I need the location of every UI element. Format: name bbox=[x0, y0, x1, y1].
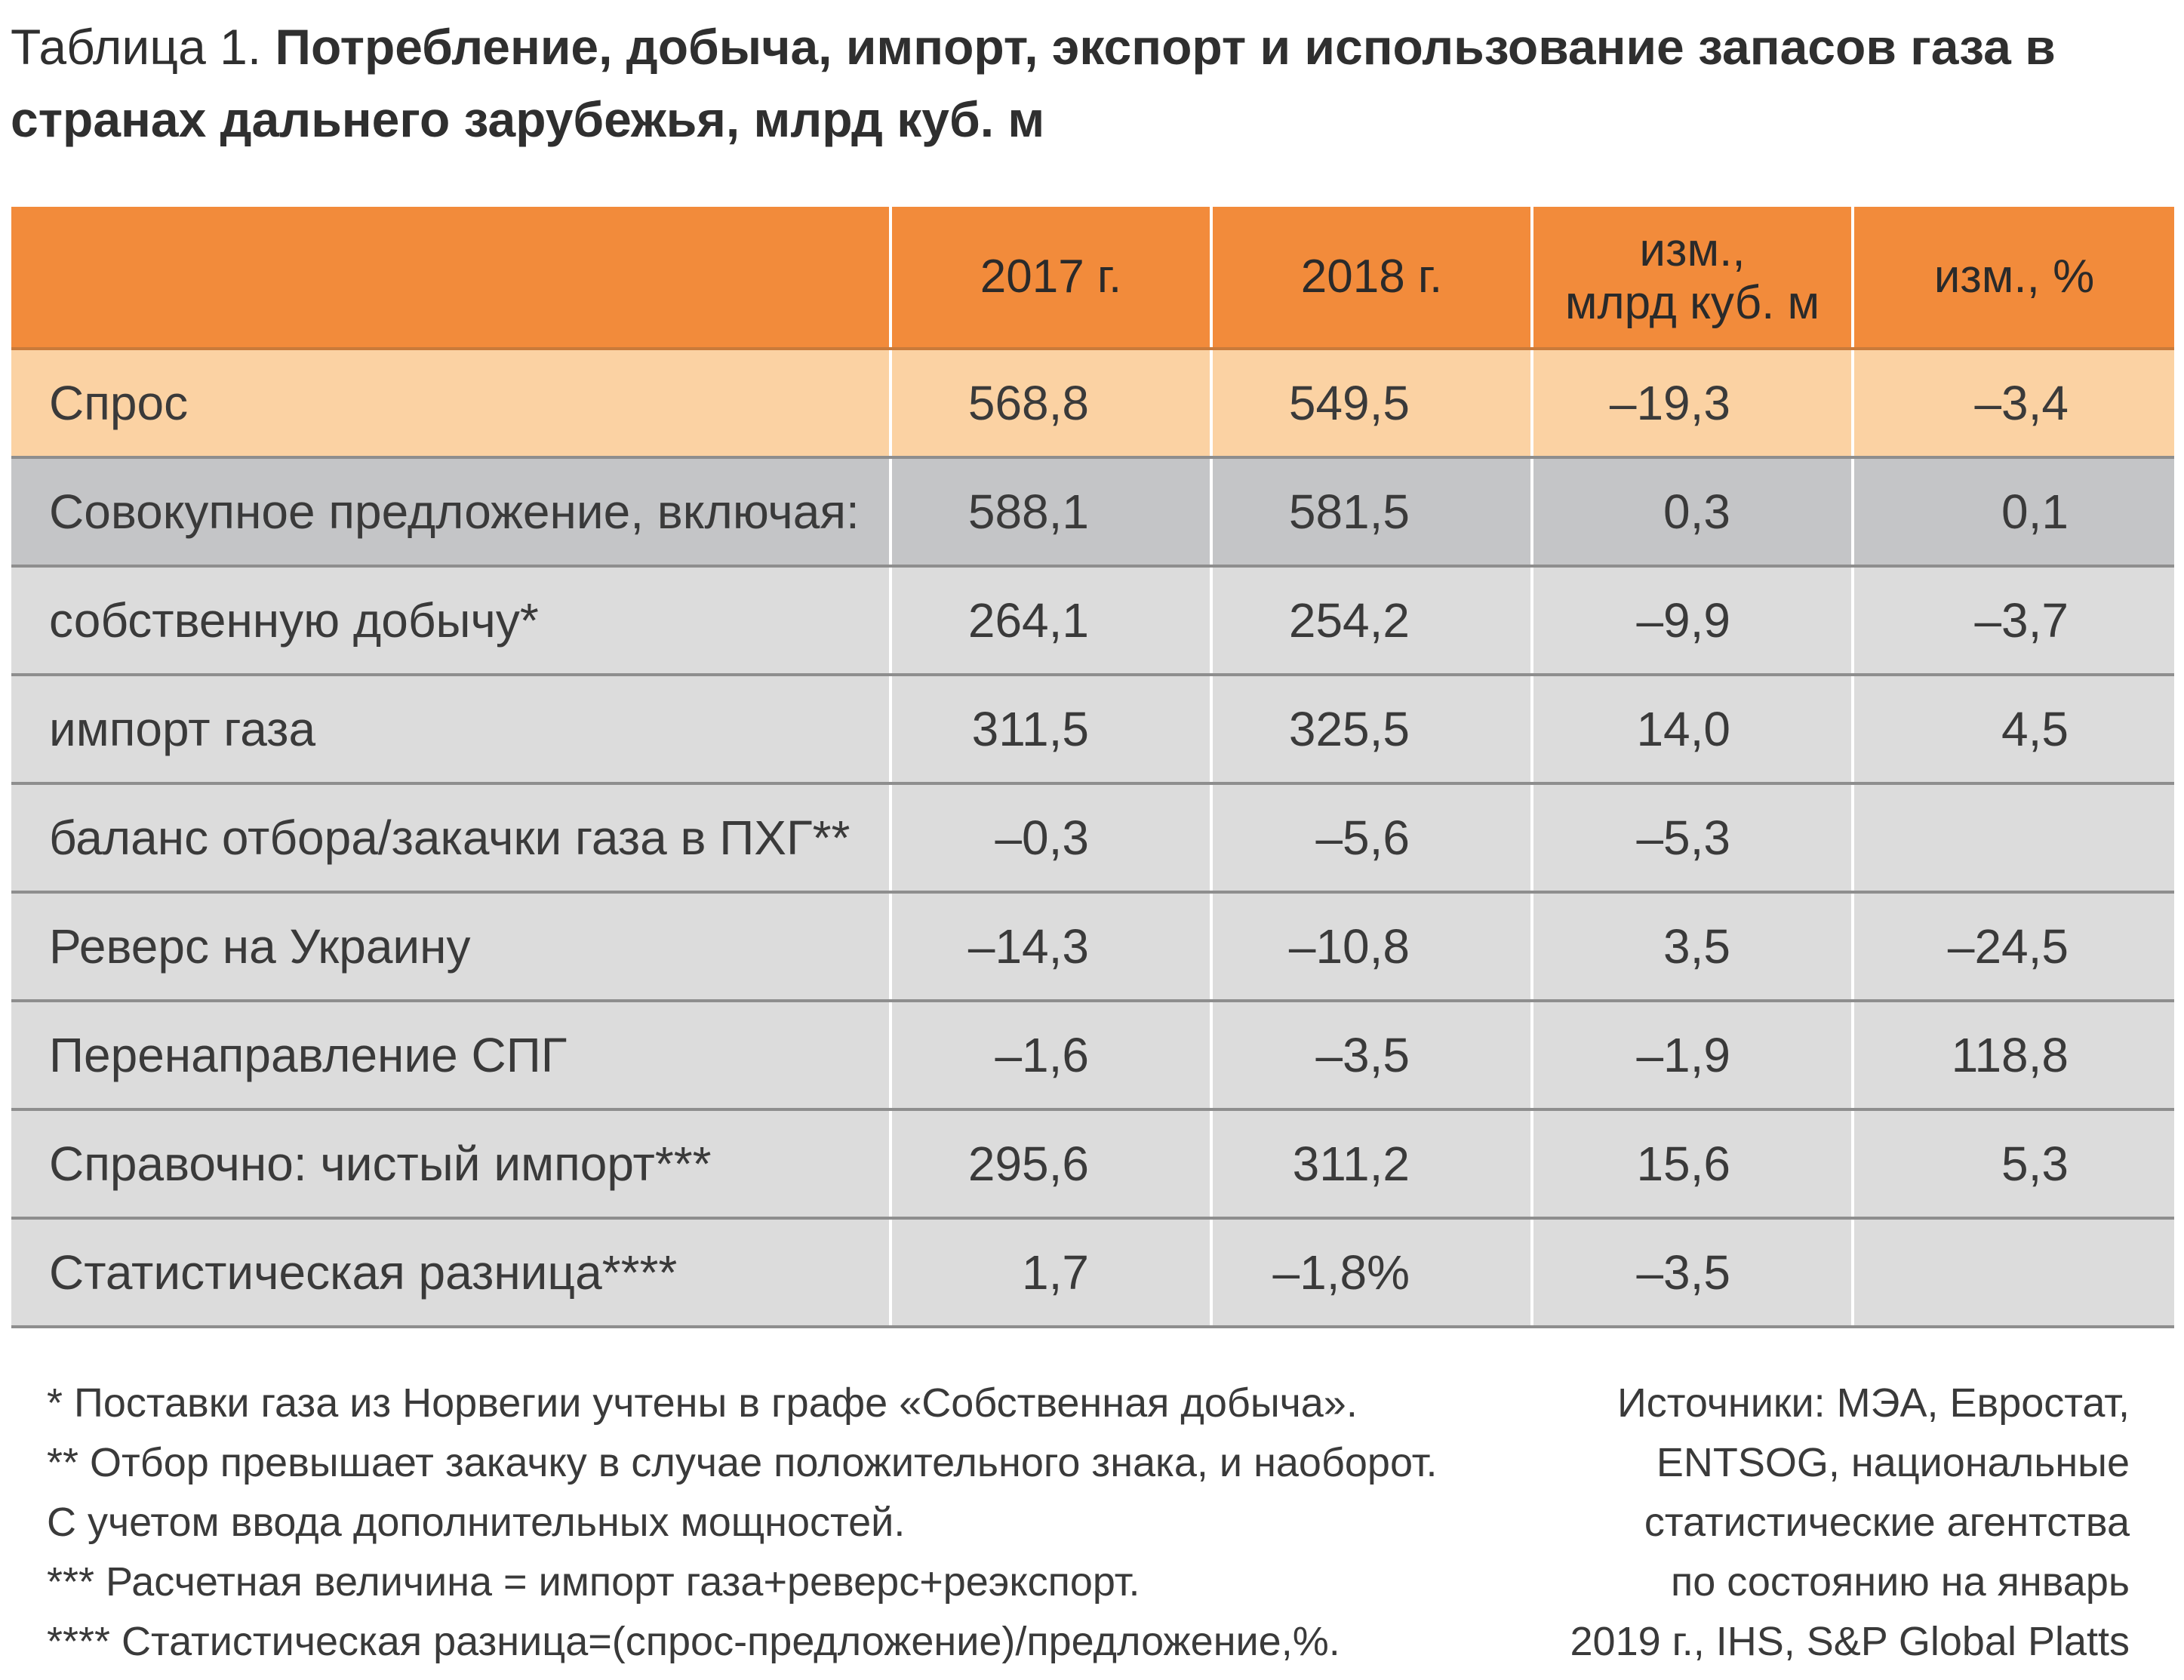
table-row: Перенаправление СПГ –1,6 –3,5 –1,9 118,8 bbox=[11, 1001, 2174, 1111]
cell-2018: 581,5 bbox=[1211, 457, 1533, 568]
cell-change-pct: 118,8 bbox=[1853, 1001, 2174, 1111]
cell-change-pct bbox=[1853, 1218, 2174, 1328]
cell-change-pct: 4,5 bbox=[1853, 675, 2174, 785]
cell-2018: 254,2 bbox=[1211, 566, 1533, 676]
cell-2017: 295,6 bbox=[891, 1109, 1213, 1220]
cell-change-abs: 3,5 bbox=[1532, 892, 1854, 1002]
header-change-abs-line1: изм., bbox=[1639, 224, 1746, 276]
footnotes: * Поставки газа из Норвегии учтены в гра… bbox=[47, 1374, 1518, 1672]
cell-change-pct: –3,4 bbox=[1853, 349, 2174, 459]
cell-2017: 588,1 bbox=[891, 457, 1213, 568]
cell-change-abs: 14,0 bbox=[1532, 675, 1854, 785]
cell-change-abs: –1,9 bbox=[1532, 1001, 1854, 1111]
cell-2018: –5,6 bbox=[1211, 783, 1533, 894]
gas-table: 2017 г. 2018 г. изм., млрд куб. м изм., … bbox=[11, 207, 2174, 1328]
sources-note: Источники: МЭА, Евростат, ENTSOG, национ… bbox=[1511, 1374, 2130, 1672]
cell-change-abs: –19,3 bbox=[1532, 349, 1854, 459]
cell-2017: 568,8 bbox=[891, 349, 1213, 459]
sources-line: 2019 г., IHS, S&P Global Platts bbox=[1570, 1619, 2130, 1664]
footnote: *** Расчетная величина = импорт газа+рев… bbox=[47, 1559, 1140, 1605]
caption-title: Потребление, добыча, импорт, экспорт и и… bbox=[11, 19, 2056, 147]
cell-2018: 549,5 bbox=[1211, 349, 1533, 459]
row-label: Статистическая разница**** bbox=[11, 1218, 892, 1328]
sources-line: ENTSOG, национальные bbox=[1656, 1440, 2130, 1485]
header-change-abs: изм., млрд куб. м bbox=[1532, 207, 1854, 350]
header-2018: 2018 г. bbox=[1211, 207, 1533, 350]
row-label: Справочно: чистый импорт*** bbox=[11, 1109, 892, 1220]
cell-change-pct: 5,3 bbox=[1853, 1109, 2174, 1220]
cell-2018: 311,2 bbox=[1211, 1109, 1533, 1220]
table-row: Статистическая разница**** 1,7 –1,8% –3,… bbox=[11, 1218, 2174, 1328]
cell-2017: 264,1 bbox=[891, 566, 1213, 676]
cell-2017: –0,3 bbox=[891, 783, 1213, 894]
sources-line: статистические агентства bbox=[1644, 1500, 2130, 1545]
cell-change-abs: –3,5 bbox=[1532, 1218, 1854, 1328]
row-label: импорт газа bbox=[11, 675, 892, 785]
sources-line: по состоянию на январь bbox=[1670, 1559, 2130, 1605]
cell-change-pct: –3,7 bbox=[1853, 566, 2174, 676]
header-change-abs-line2: млрд куб. м bbox=[1564, 277, 1820, 329]
row-label: Реверс на Украину bbox=[11, 892, 892, 1002]
cell-change-pct: –24,5 bbox=[1853, 892, 2174, 1002]
footnote: ** Отбор превышает закачку в случае поло… bbox=[47, 1440, 1438, 1485]
table-row: баланс отбора/закачки газа в ПХГ** –0,3 … bbox=[11, 783, 2174, 894]
cell-2017: –14,3 bbox=[891, 892, 1213, 1002]
header-2017: 2017 г. bbox=[891, 207, 1213, 350]
row-label: Совокупное предложение, включая: bbox=[11, 457, 892, 568]
table-caption: Таблица 1. Потребление, добыча, импорт, … bbox=[11, 11, 2169, 155]
cell-change-abs: 0,3 bbox=[1532, 457, 1854, 568]
row-label: Перенаправление СПГ bbox=[11, 1001, 892, 1111]
cell-2018: 325,5 bbox=[1211, 675, 1533, 785]
cell-2018: –1,8% bbox=[1211, 1218, 1533, 1328]
cell-2017: 311,5 bbox=[891, 675, 1213, 785]
table-row: Справочно: чистый импорт*** 295,6 311,2 … bbox=[11, 1109, 2174, 1220]
footnote: **** Статистическая разница=(спрос-предл… bbox=[47, 1619, 1340, 1664]
cell-2018: –3,5 bbox=[1211, 1001, 1533, 1111]
sources-line: Источники: МЭА, Евростат, bbox=[1616, 1380, 2130, 1426]
cell-change-abs: 15,6 bbox=[1532, 1109, 1854, 1220]
header-change-pct: изм., % bbox=[1853, 207, 2174, 350]
cell-2017: 1,7 bbox=[891, 1218, 1213, 1328]
table-row: импорт газа 311,5 325,5 14,0 4,5 bbox=[11, 675, 2174, 785]
row-label: Спрос bbox=[11, 349, 892, 459]
header-label-column bbox=[11, 207, 892, 350]
cell-change-pct bbox=[1853, 783, 2174, 894]
table-row: Совокупное предложение, включая: 588,1 5… bbox=[11, 457, 2174, 568]
caption-label: Таблица 1. bbox=[11, 19, 262, 75]
footnote: С учетом ввода дополнительных мощностей. bbox=[47, 1500, 906, 1545]
cell-change-abs: –9,9 bbox=[1532, 566, 1854, 676]
cell-change-pct: 0,1 bbox=[1853, 457, 2174, 568]
cell-change-abs: –5,3 bbox=[1532, 783, 1854, 894]
table-row: Спрос 568,8 549,5 –19,3 –3,4 bbox=[11, 349, 2174, 459]
footnote: * Поставки газа из Норвегии учтены в гра… bbox=[47, 1380, 1358, 1426]
cell-2018: –10,8 bbox=[1211, 892, 1533, 1002]
table-row: собственную добычу* 264,1 254,2 –9,9 –3,… bbox=[11, 566, 2174, 676]
table-header-row: 2017 г. 2018 г. изм., млрд куб. м изм., … bbox=[11, 207, 2174, 350]
row-label: баланс отбора/закачки газа в ПХГ** bbox=[11, 783, 892, 894]
row-label: собственную добычу* bbox=[11, 566, 892, 676]
table-row: Реверс на Украину –14,3 –10,8 3,5 –24,5 bbox=[11, 892, 2174, 1002]
cell-2017: –1,6 bbox=[891, 1001, 1213, 1111]
